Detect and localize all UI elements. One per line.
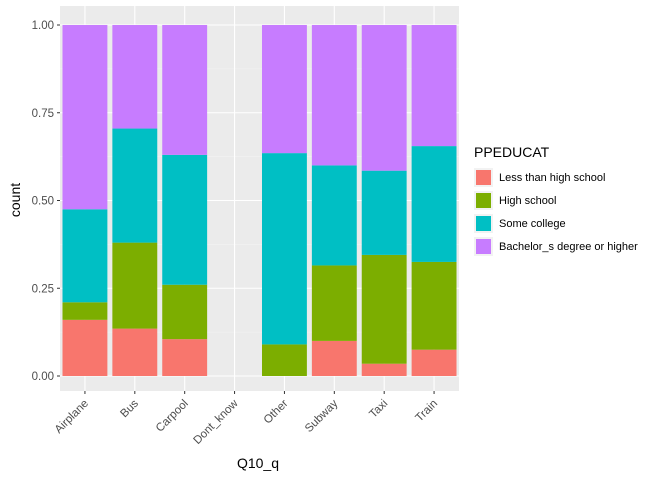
bar-segment-subway-high-school xyxy=(311,265,357,341)
bar-segment-train-some-college xyxy=(411,146,457,262)
x-tick-label: Subway xyxy=(303,397,341,435)
bar-segment-subway-bachelor-s-degree-or-higher xyxy=(311,25,357,166)
y-tick-label: 0.50 xyxy=(32,196,54,208)
bar-segment-other-some-college xyxy=(261,153,307,345)
bar-segment-train-less-than-high-school xyxy=(411,349,457,376)
bar-segment-carpool-less-than-high-school xyxy=(162,339,208,376)
bar-segment-subway-some-college xyxy=(311,165,357,266)
x-tick-label: Carpool xyxy=(154,398,191,435)
bar-segment-airplane-some-college xyxy=(62,209,108,303)
legend: PPEDUCAT Less than high school High schoo… xyxy=(474,144,638,258)
legend-label: Bachelor_s degree or higher xyxy=(499,240,638,253)
y-tick-label: 0.25 xyxy=(32,283,54,295)
bar-segment-taxi-less-than-high-school xyxy=(361,363,407,376)
y-tick-label: 0.00 xyxy=(32,371,54,383)
bar-segment-bus-some-college xyxy=(112,128,158,243)
bar-segment-carpool-bachelor-s-degree-or-higher xyxy=(162,25,208,155)
bar-segment-taxi-some-college xyxy=(361,170,407,255)
x-tick-label: Airplane xyxy=(53,398,91,436)
bar-segment-airplane-bachelor-s-degree-or-higher xyxy=(62,25,108,210)
bar-segment-taxi-bachelor-s-degree-or-higher xyxy=(361,25,407,171)
bar-segment-bus-bachelor-s-degree-or-higher xyxy=(112,25,158,129)
bar-segment-subway-less-than-high-school xyxy=(311,340,357,376)
legend-item: High school xyxy=(474,189,638,212)
y-tick-label: 0.75 xyxy=(32,108,54,120)
bar-segment-train-high-school xyxy=(411,261,457,350)
x-axis: Airplane Bus Carpool Dont_know Other Subway Ta… xyxy=(53,391,440,447)
bar-segment-carpool-some-college xyxy=(162,154,208,285)
legend-title: PPEDUCAT xyxy=(474,144,550,160)
bar-segment-carpool-high-school xyxy=(162,284,208,340)
x-tick-label: Bus xyxy=(118,397,141,420)
x-tick-label: Dont_know xyxy=(192,397,242,447)
legend-color-key xyxy=(474,191,493,210)
legend-label: Some college xyxy=(499,217,566,230)
x-tick-label: Train xyxy=(413,398,440,425)
legend-items: Less than high school High school Some col… xyxy=(474,166,638,258)
y-axis: 0.00 0.25 0.50 0.75 1.00 xyxy=(32,20,60,383)
bar-segment-other-bachelor-s-degree-or-higher xyxy=(261,25,307,154)
legend-label: Less than high school xyxy=(499,171,606,184)
legend-item: Less than high school xyxy=(474,166,638,189)
bars xyxy=(62,25,457,376)
bar-segment-taxi-high-school xyxy=(361,254,407,364)
bar-segment-airplane-less-than-high-school xyxy=(62,319,108,376)
x-tick-label: Taxi xyxy=(367,398,390,421)
legend-label: High school xyxy=(499,194,557,207)
legend-item: Some college xyxy=(474,212,638,235)
legend-color-key xyxy=(474,214,493,233)
bar-segment-airplane-high-school xyxy=(62,302,108,320)
x-axis-title: Q10_q xyxy=(237,455,279,471)
bar-segment-other-high-school xyxy=(261,344,307,376)
legend-item: Bachelor_s degree or higher xyxy=(474,235,638,258)
legend-color-key xyxy=(474,168,493,187)
y-axis-title: count xyxy=(7,183,23,217)
bar-segment-train-bachelor-s-degree-or-higher xyxy=(411,25,457,147)
x-tick-label: Other xyxy=(262,398,291,427)
bar-segment-bus-high-school xyxy=(112,242,158,329)
legend-color-key xyxy=(474,237,493,256)
bar-segment-bus-less-than-high-school xyxy=(112,328,158,376)
y-tick-label: 1.00 xyxy=(32,20,54,32)
